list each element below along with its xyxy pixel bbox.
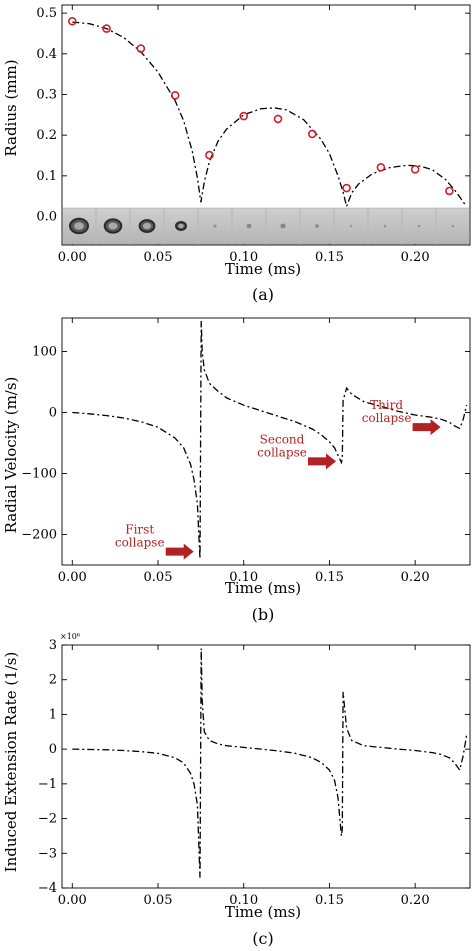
extension-rate-y-tick-label: −3 [38, 846, 57, 861]
bubble-image [417, 224, 421, 228]
radius-data-point [102, 24, 111, 33]
radius-x-tick-label: 0.20 [401, 250, 430, 265]
bubble-image [451, 224, 455, 228]
radius-y-tick-label: 0.1 [36, 169, 57, 184]
radius-data-point [342, 183, 351, 193]
extension-rate-x-tick-label: 0.05 [144, 893, 173, 908]
radius-data-point [307, 129, 317, 139]
velocity-x-tick-label: 0.20 [401, 570, 430, 585]
extension-rate-y-axis-label: Induced Extension Rate (1/s) [2, 652, 20, 873]
radius-series-line [72, 21, 466, 209]
radius-data-point [376, 163, 386, 172]
extension-rate-x-axis-label: Time (ms) [225, 903, 301, 921]
collapse-arrow [165, 543, 194, 560]
bubble-image-highlight [178, 223, 184, 229]
radius-plot-frame [61, 4, 471, 246]
radius-y-tick-label: 0.0 [36, 210, 57, 225]
radius-x-tick-label: 0.15 [315, 250, 344, 265]
bubble-image [280, 223, 286, 229]
collapse-arrow [412, 419, 441, 436]
extension-rate-y-tick-label: 1 [49, 707, 57, 722]
collapse-annotation-text: Third [370, 398, 403, 412]
extension-rate-x-tick-label: 0.00 [58, 893, 87, 908]
collapse-arrow [308, 453, 336, 470]
panel-label-a: (a) [252, 285, 274, 304]
extension-rate-y-tick-label: −1 [38, 777, 57, 792]
extension-rate-plot-frame [61, 644, 471, 889]
extension-rate-y-tick-label: 3 [49, 638, 57, 653]
radius-y-axis-label: Radius (mm) [2, 59, 20, 156]
velocity-x-axis-label: Time (ms) [225, 579, 301, 597]
panel-label-b: (b) [252, 605, 275, 624]
radius-x-axis-label: Time (ms) [225, 260, 301, 278]
bubble-image [349, 224, 353, 228]
radius-data-point [136, 44, 146, 53]
extension-rate-x-tick-label: 0.20 [401, 893, 430, 908]
radius-data-point [410, 165, 420, 174]
collapse-annotation-text: collapse [115, 536, 165, 550]
radius-data-point [67, 16, 77, 26]
velocity-plot-frame [61, 317, 471, 566]
velocity-series-line [72, 320, 468, 559]
velocity-y-tick-label: 0 [49, 406, 57, 421]
radius-y-tick-label: 0.2 [36, 128, 57, 143]
velocity-x-tick-label: 0.05 [144, 570, 173, 585]
bubble-image [383, 224, 387, 228]
bubble-image [315, 224, 319, 228]
bubble-image [213, 224, 217, 228]
radius-data-point [273, 114, 283, 124]
velocity-y-tick-label: 100 [32, 345, 57, 360]
radius-y-tick-label: 0.4 [36, 47, 57, 62]
radius-y-tick-label: 0.3 [36, 87, 57, 102]
velocity-y-tick-label: −100 [21, 467, 57, 482]
extension-rate-y-tick-label: 2 [49, 673, 57, 688]
velocity-chart: Radial Velocity (m/s) Time (ms) (b) 0.00… [2, 317, 471, 624]
velocity-x-tick-label: 0.15 [315, 570, 344, 585]
radius-data-point [205, 150, 214, 160]
bubble-image-highlight [142, 222, 152, 230]
bubble-image-highlight [108, 222, 118, 230]
radius-data-point [170, 91, 180, 100]
radius-data-point [239, 111, 249, 121]
radius-data-point [445, 186, 454, 196]
bubble-image-highlight [74, 222, 84, 230]
extension-rate-chart: Induced Extension Rate (1/s) ×10⁶ Time (… [2, 632, 471, 948]
radius-x-tick-label: 0.00 [58, 250, 87, 265]
extension-rate-y-tick-label: −4 [38, 881, 57, 896]
velocity-x-tick-label: 0.10 [229, 570, 258, 585]
extension-rate-x-tick-label: 0.10 [229, 893, 258, 908]
velocity-y-tick-label: −200 [21, 528, 57, 543]
radius-x-tick-label: 0.10 [229, 250, 258, 265]
collapse-annotation-text: First [125, 523, 154, 537]
extension-rate-x-tick-label: 0.15 [315, 893, 344, 908]
collapse-annotation-text: collapse [362, 411, 412, 425]
velocity-x-tick-label: 0.00 [58, 570, 87, 585]
collapse-annotation-text: collapse [257, 445, 307, 459]
velocity-y-axis-label: Radial Velocity (m/s) [2, 377, 20, 534]
radius-x-tick-label: 0.05 [144, 250, 173, 265]
extension-rate-y-tick-label: 0 [49, 742, 57, 757]
radius-y-tick-label: 0.5 [36, 6, 57, 21]
extension-rate-series-line [72, 648, 468, 878]
extension-rate-multiplier: ×10⁶ [60, 632, 80, 641]
collapse-annotation-text: Second [260, 432, 305, 446]
extension-rate-y-tick-label: −2 [38, 812, 57, 827]
panel-label-c: (c) [252, 929, 273, 948]
bubble-image [246, 223, 252, 229]
radius-chart: Radius (mm) Time (ms) (a) 0.00 0.05 0.10 0.… [2, 4, 471, 304]
